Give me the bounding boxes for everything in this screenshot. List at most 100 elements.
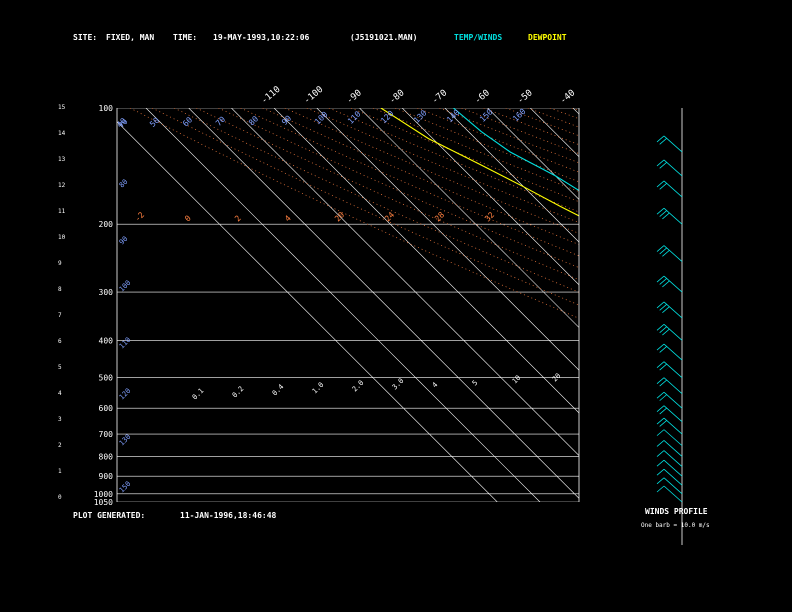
adiabat-mid-label: 32: [483, 210, 496, 223]
pressure-tick-label: 300: [99, 288, 114, 297]
dry-adiabat-line: [196, 108, 579, 281]
time-label: TIME:: [173, 33, 198, 42]
time-value: 19-MAY-1993,10:22:06: [213, 33, 310, 42]
adiabat-top-label: 160: [511, 107, 528, 124]
wind-barb: [663, 361, 683, 378]
pressure-tick-label: 900: [99, 472, 114, 481]
mixing-ratio-label: 0.4: [271, 383, 286, 398]
wind-barb-flag: [659, 138, 667, 145]
wind-barb-flag: [656, 391, 665, 399]
dry-adiabat-line: [350, 108, 579, 203]
pressure-tick-label: 1050: [94, 498, 113, 507]
wind-barb-flag: [656, 343, 665, 351]
adiabat-top-label: 110: [346, 109, 363, 126]
wind-barb-flag: [659, 379, 667, 387]
wind-barb-flag: [656, 245, 665, 252]
dry-adiabat-line: [461, 108, 579, 154]
wind-barb-flag: [656, 477, 665, 485]
isotherm-label: -60: [473, 88, 492, 106]
dry-adiabat-line: [218, 108, 579, 269]
mixing-ratio-label: 20: [551, 372, 563, 384]
dry-adiabat-line: [174, 108, 579, 293]
temp-winds-legend: TEMP/WINDS: [454, 33, 503, 42]
isotherm-line: [273, 108, 579, 414]
wind-barb-flag: [659, 326, 667, 333]
wind-barb-flag: [656, 159, 665, 167]
wind-barb: [663, 377, 683, 394]
mixing-ratio-label: 0.2: [231, 385, 246, 400]
dry-adiabat-line: [240, 108, 579, 257]
wind-barb-flag: [656, 207, 665, 215]
wind-barb-flag: [656, 468, 665, 476]
dry-adiabat-line: [372, 108, 579, 192]
mixing-ratio-label: 3.0: [391, 377, 406, 392]
isotherm-label: -90: [345, 88, 364, 106]
isotherm-line: [744, 108, 792, 502]
pressure-tick-label: 400: [99, 336, 114, 345]
wind-barb-flag: [656, 361, 665, 368]
wind-barb-flag: [662, 306, 670, 314]
wind-barb-flag: [659, 183, 667, 190]
wind-barb: [663, 275, 683, 293]
dry-adiabat-line: [594, 108, 792, 502]
left-column-label: 150: [118, 480, 133, 495]
isotherm-line: [231, 108, 579, 457]
wind-barb: [663, 477, 683, 495]
wind-barb-flag: [659, 162, 667, 169]
wind-barb-flag: [656, 180, 665, 188]
dry-adiabat-line: [417, 108, 579, 173]
left-column-label: 90: [118, 235, 130, 247]
left-column-label: 130: [118, 433, 133, 448]
isotherm-line: [444, 108, 579, 243]
isotherm-line: [117, 121, 498, 502]
wind-barb: [663, 301, 683, 319]
height-km-label: 5: [58, 364, 62, 371]
wind-barb-flag: [656, 323, 665, 331]
pressure-tick-label: 600: [99, 404, 114, 413]
dry-adiabat-line: [262, 108, 579, 245]
isotherm-line: [572, 108, 579, 115]
left-column-label: 120: [118, 387, 133, 402]
height-km-label: 6: [58, 338, 62, 345]
adiabat-top-label: 140: [445, 108, 462, 125]
adiabat-mid-label: 4: [283, 214, 293, 224]
isotherm-label: -70: [430, 88, 449, 106]
adiabat-top-label: 100: [313, 110, 330, 127]
wind-barb: [663, 468, 683, 486]
wind-barb: [663, 450, 683, 467]
mixing-ratio-label: 10: [511, 374, 523, 386]
wind-barb-flag: [656, 459, 665, 467]
isotherm-label: -80: [388, 88, 407, 106]
mixing-ratio-label: 4: [431, 381, 440, 390]
wind-barb-flag: [656, 135, 665, 143]
pressure-tick-label: 500: [99, 374, 114, 383]
isotherm-line: [616, 108, 792, 502]
wind-barb: [663, 405, 683, 422]
dry-adiabat-line: [306, 108, 579, 223]
left-column-label: 70: [118, 118, 130, 130]
adiabat-top-label: 50: [148, 116, 161, 129]
height-km-label: 10: [58, 234, 66, 241]
height-km-label: 13: [58, 156, 66, 163]
adiabat-mid-label: 24: [383, 210, 396, 223]
wind-barb: [663, 459, 683, 477]
height-km-label: 3: [58, 416, 62, 423]
pressure-tick-label: 100: [99, 104, 114, 113]
wind-barb-flag: [659, 420, 667, 427]
pressure-tick-label: 1000: [94, 490, 113, 499]
wind-barb: [663, 207, 683, 225]
mixing-ratio-label: 2.0: [351, 379, 366, 394]
temperature-profile: [453, 108, 579, 192]
isotherm-line: [401, 108, 579, 286]
wind-barb-flag: [659, 247, 667, 255]
mixing-ratio-label: 5: [471, 379, 480, 388]
adiabat-mid-label: -2: [133, 210, 146, 223]
pressure-tick-label: 700: [99, 430, 114, 439]
wind-barb-flag: [656, 417, 665, 425]
adiabat-top-label: 70: [214, 115, 227, 128]
wind-barb-flag: [656, 405, 665, 412]
dry-adiabat-line: [505, 108, 579, 137]
adiabat-mid-label: 28: [433, 210, 446, 223]
wind-barb-flag: [659, 278, 667, 285]
wind-barb: [663, 159, 683, 177]
